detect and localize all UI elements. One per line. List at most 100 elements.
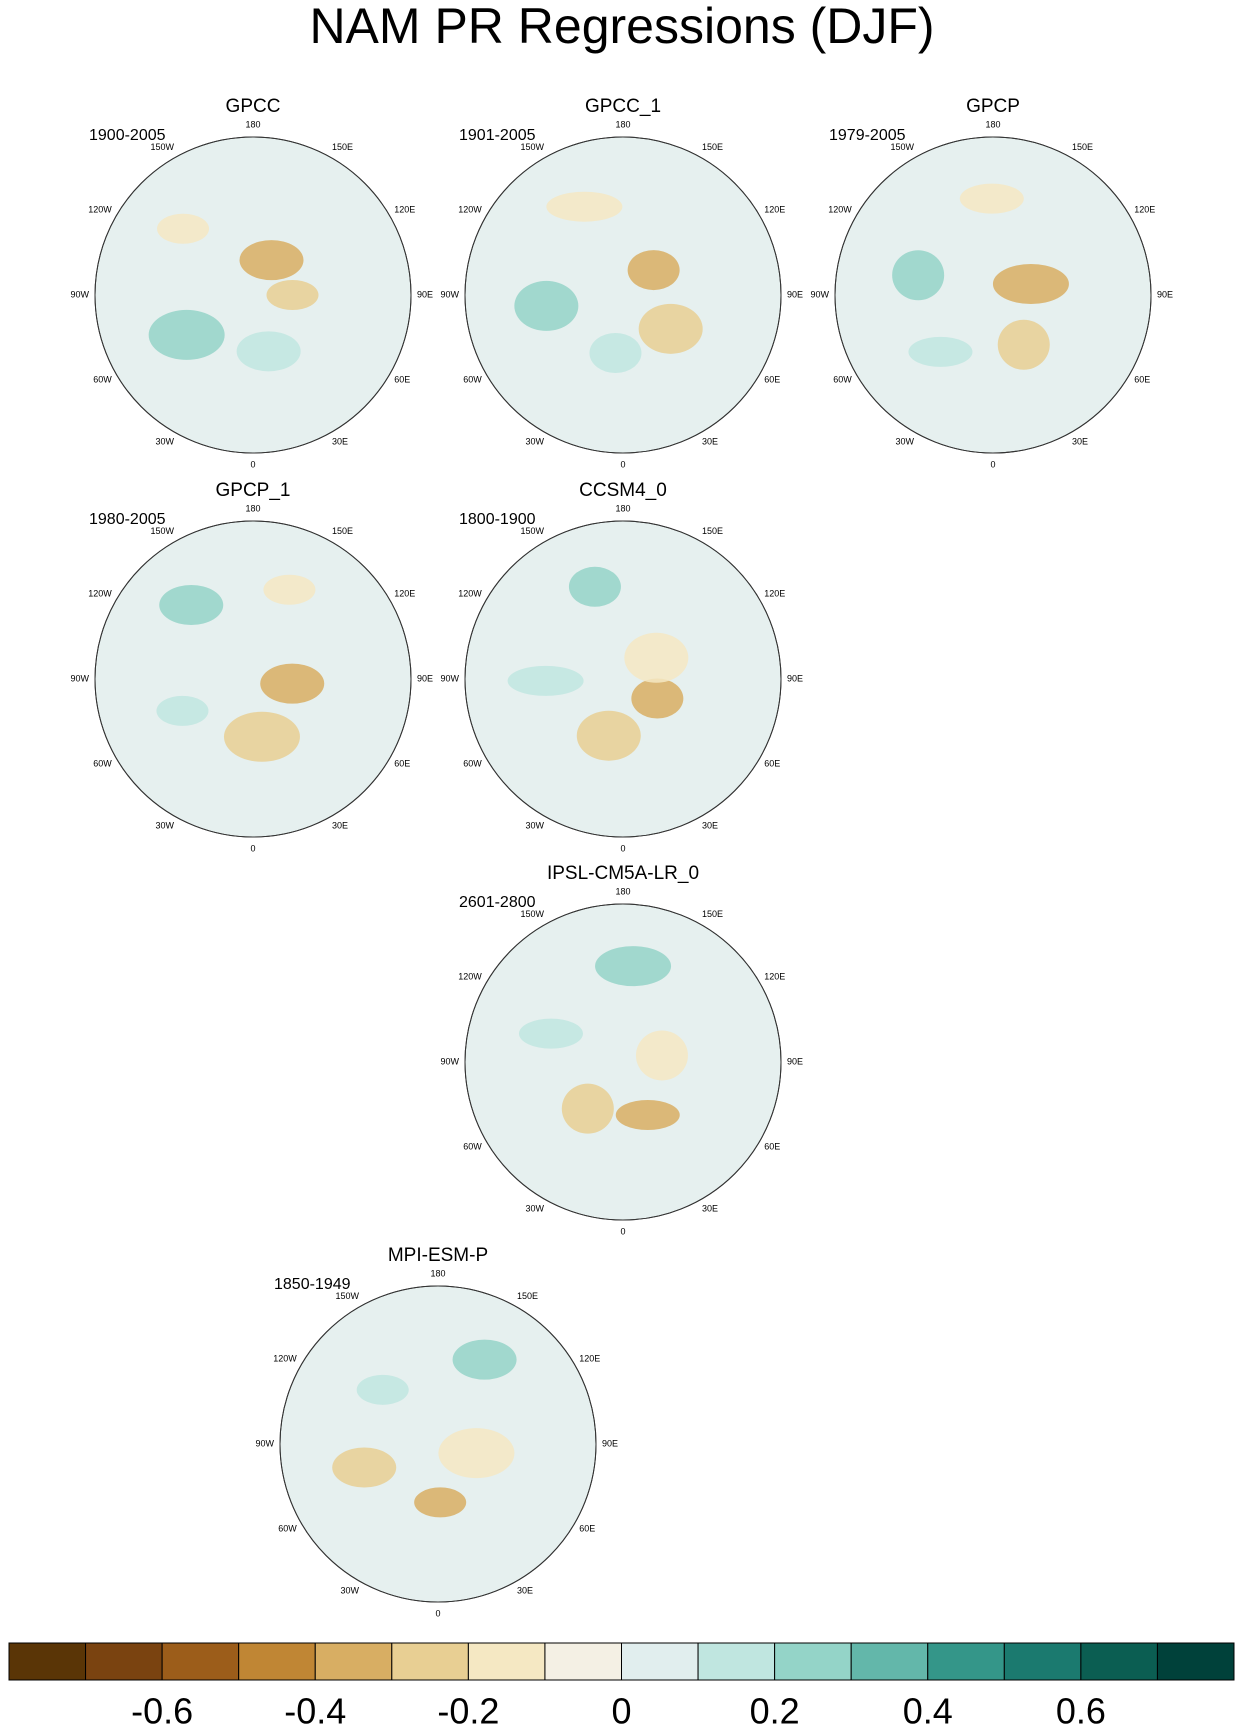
- longitude-label: 90E: [602, 1438, 618, 1448]
- longitude-label: 120E: [394, 204, 415, 214]
- colorbar-tick-label: -0.6: [131, 1691, 193, 1726]
- map-panel: CCSM4_0 1800-1900 180 150E 120E 90E 60E 30E 0 30W…: [440, 480, 803, 853]
- longitude-label: 150E: [702, 909, 723, 919]
- map-disc: [279, 1285, 597, 1603]
- map-shading: [892, 250, 945, 301]
- longitude-label: 90E: [1157, 289, 1173, 299]
- longitude-label: 90E: [787, 1056, 803, 1066]
- longitude-label: 30W: [155, 821, 174, 831]
- map-shading: [159, 585, 224, 626]
- map-shading: [635, 1030, 688, 1081]
- longitude-label: 90W: [255, 1438, 274, 1448]
- longitude-label: 90E: [417, 673, 433, 683]
- longitude-label: 0: [620, 459, 625, 469]
- map-panel: GPCC_1 1901-2005 180 150E 120E 90E 60E 30E 0 30W 6…: [440, 96, 803, 469]
- map-shading: [263, 574, 316, 605]
- longitude-label: 120W: [458, 971, 482, 981]
- longitude-label: 60W: [463, 758, 482, 768]
- map-panel: GPCC 1900-2005 180 150E 120E 90E 60E 30E 0 30W 60W…: [70, 96, 433, 469]
- map-shading: [148, 309, 225, 360]
- map-border: [94, 136, 412, 454]
- longitude-label: 180: [615, 503, 630, 513]
- map-shading: [514, 280, 579, 331]
- longitude-label: 90W: [810, 289, 829, 299]
- longitude-label: 120E: [579, 1353, 600, 1363]
- longitude-label: 150W: [150, 142, 174, 152]
- colorbar-swatch: [85, 1642, 163, 1681]
- map-shading: [908, 336, 973, 367]
- longitude-label: 30W: [155, 437, 174, 447]
- colorbar-swatch: [161, 1642, 240, 1681]
- longitude-label: 60E: [1134, 374, 1150, 384]
- colorbar-swatch: [8, 1642, 87, 1681]
- longitude-label: 120E: [764, 971, 785, 981]
- longitude-label: 120W: [458, 204, 482, 214]
- longitude-label: 60E: [764, 758, 780, 768]
- longitude-label: 30E: [332, 437, 348, 447]
- map-shading: [507, 665, 584, 696]
- longitude-label: 30W: [895, 437, 914, 447]
- colorbar-swatch: [697, 1642, 776, 1681]
- map-shading: [266, 280, 319, 310]
- longitude-label: 60W: [463, 1141, 482, 1151]
- colorbar-swatch: [1080, 1642, 1158, 1681]
- map-border: [94, 520, 412, 838]
- colorbar-tick-label: 0.4: [903, 1691, 953, 1726]
- panel-name: GPCC: [226, 96, 281, 117]
- map-shading: [615, 1099, 680, 1130]
- map-shading: [589, 332, 642, 373]
- map-shading: [568, 566, 621, 607]
- panel-name: MPI-ESM-P: [388, 1245, 488, 1266]
- longitude-label: 60W: [93, 758, 112, 768]
- map-border: [279, 1285, 597, 1603]
- map-shading: [452, 1339, 517, 1380]
- longitude-label: 30E: [702, 437, 718, 447]
- map-panel: GPCP_1 1980-2005 180 150E 120E 90E 60E 30E 0 30W 6…: [70, 480, 433, 853]
- longitude-label: 150W: [520, 909, 544, 919]
- panel-period: 1980-2005: [89, 511, 166, 528]
- longitude-label: 150W: [520, 526, 544, 536]
- map-border: [834, 136, 1152, 454]
- map-shading: [332, 1447, 397, 1488]
- longitude-label: 120E: [1134, 204, 1155, 214]
- map-shading: [631, 678, 684, 719]
- map-shading: [638, 303, 703, 354]
- map-shading: [223, 711, 300, 762]
- longitude-label: 90W: [70, 289, 89, 299]
- longitude-label: 120W: [458, 588, 482, 598]
- longitude-label: 90W: [70, 673, 89, 683]
- colorbar-tick-label: 0.2: [750, 1691, 800, 1726]
- map-shading: [546, 191, 623, 222]
- longitude-label: 30W: [525, 821, 544, 831]
- longitude-label: 180: [985, 119, 1000, 129]
- longitude-label: 150E: [332, 526, 353, 536]
- panel-name: GPCP_1: [216, 480, 291, 501]
- longitude-label: 0: [250, 843, 255, 853]
- longitude-label: 120E: [764, 588, 785, 598]
- longitude-label: 60E: [394, 758, 410, 768]
- colorbar-swatch: [850, 1642, 929, 1681]
- map-border: [464, 136, 782, 454]
- map-shading: [627, 250, 680, 291]
- longitude-label: 30E: [332, 821, 348, 831]
- colorbar-tick-label: -0.4: [284, 1691, 346, 1726]
- longitude-label: 0: [250, 459, 255, 469]
- map-panel: MPI-ESM-P 1850-1949 180 150E 120E 90E 60E 30E 0 3…: [255, 1245, 618, 1618]
- colorbar-tick-label: 0: [611, 1691, 631, 1726]
- colorbar-swatch: [467, 1642, 546, 1681]
- longitude-label: 120W: [273, 1353, 297, 1363]
- longitude-label: 90W: [440, 1056, 459, 1066]
- longitude-label: 150E: [702, 526, 723, 536]
- longitude-label: 120E: [394, 588, 415, 598]
- map-panel: GPCP 1979-2005 180 150E 120E 90E 60E 30E 0 30W 60W…: [810, 96, 1173, 469]
- longitude-label: 90E: [417, 289, 433, 299]
- longitude-label: 90W: [440, 673, 459, 683]
- map-shading: [156, 695, 209, 726]
- longitude-label: 180: [615, 119, 630, 129]
- longitude-label: 30E: [702, 1204, 718, 1214]
- panel-period: 2601-2800: [459, 894, 536, 911]
- colorbar-swatch: [927, 1642, 1005, 1681]
- map-shading: [236, 331, 301, 372]
- longitude-label: 0: [435, 1608, 440, 1618]
- longitude-label: 0: [990, 459, 995, 469]
